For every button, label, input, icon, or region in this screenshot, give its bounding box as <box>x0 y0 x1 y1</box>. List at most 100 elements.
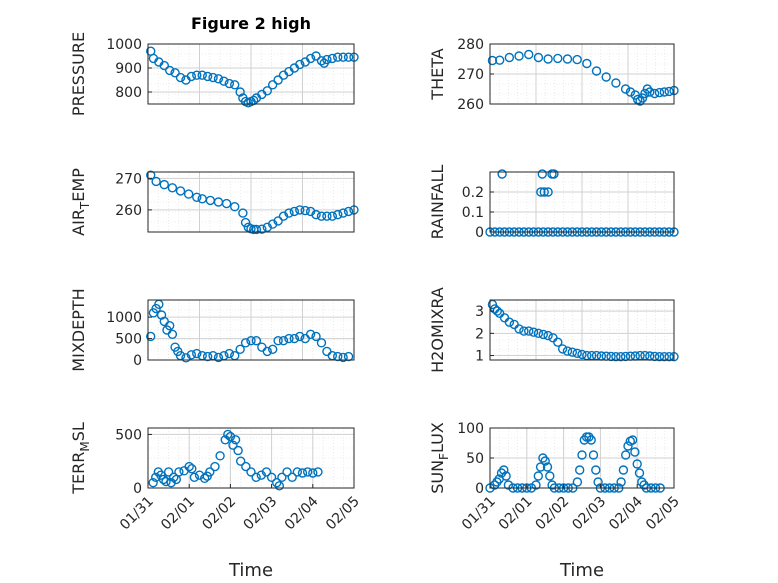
data-point <box>233 445 243 456</box>
data-point <box>295 205 305 215</box>
data-point <box>499 465 509 475</box>
data-point <box>540 456 550 466</box>
data-point <box>543 54 553 64</box>
y-axis-label: RAINFALL <box>428 165 447 240</box>
data-point <box>230 435 241 445</box>
data-point <box>545 471 555 481</box>
subplot-theta: 260 270 280 THETA <box>428 37 679 113</box>
data-point <box>343 206 354 217</box>
data-point <box>189 472 200 482</box>
data-point <box>654 351 665 362</box>
y-axis-label: THETA <box>428 48 447 100</box>
data-point <box>338 352 348 363</box>
data-point <box>572 477 583 487</box>
data-point <box>163 467 174 477</box>
data-point <box>549 169 559 179</box>
data-point <box>174 467 184 477</box>
data-point <box>305 329 316 339</box>
y-tick-label: 0 <box>475 481 484 497</box>
data-point <box>282 467 292 477</box>
data-point <box>224 78 235 89</box>
y-tick-label: 260 <box>115 203 142 219</box>
data-point <box>297 468 308 478</box>
data-point <box>230 202 240 212</box>
y-tick-label: 50 <box>466 451 484 467</box>
x-tick-label: 02/04 <box>606 493 646 533</box>
data-point <box>611 351 621 362</box>
data-point <box>543 187 553 197</box>
y-tick-label: 280 <box>457 37 484 53</box>
data-point <box>313 467 323 477</box>
data-point <box>289 333 300 344</box>
axes-box <box>489 171 675 233</box>
y-tick-label: 900 <box>115 61 142 77</box>
data-point <box>338 208 348 218</box>
data-point <box>591 66 602 76</box>
y-tick-label: 3 <box>475 304 484 320</box>
y-tick-label: 0 <box>133 353 142 369</box>
data-point <box>649 88 660 99</box>
data-point <box>192 70 202 80</box>
data-point <box>230 80 240 90</box>
data-point <box>537 169 547 179</box>
subplot-terr-msl: 0 500 01/31 02/01 02/02 02/03 02/04 02/05 Time TE… <box>69 422 363 581</box>
y-tick-label: 1 <box>475 349 484 365</box>
axes-box <box>147 171 355 233</box>
data-point <box>311 209 321 220</box>
data-point <box>487 55 498 66</box>
subplot-h2omixra: 1 2 3 H2OMIXRA <box>428 287 679 373</box>
data-point <box>235 344 245 354</box>
data-point <box>333 351 343 362</box>
data-point <box>146 170 156 180</box>
data-point <box>175 186 186 196</box>
data-point <box>257 224 267 234</box>
subplot-air-temp: 260 270 AIRTEMP <box>69 168 359 236</box>
data-point <box>343 351 354 362</box>
data-point <box>278 336 289 346</box>
data-point <box>308 468 318 478</box>
data-point <box>240 217 251 228</box>
data-point <box>494 308 505 319</box>
x-tick-label: 01/31 <box>459 494 499 534</box>
data-point <box>213 197 224 207</box>
data-point <box>305 53 316 64</box>
data-point <box>528 327 539 337</box>
data-point <box>577 349 587 360</box>
data-point <box>533 52 544 63</box>
data-point <box>611 78 621 88</box>
data-point <box>553 53 563 64</box>
data-point <box>659 351 670 362</box>
data-point <box>235 456 246 466</box>
data-point <box>228 440 238 450</box>
data-point <box>316 56 327 66</box>
data-point <box>642 84 653 94</box>
data-point <box>262 346 272 357</box>
data-point <box>616 477 626 487</box>
data-point <box>187 464 197 474</box>
data-point <box>494 55 505 65</box>
figure-title: Figure 2 high <box>191 14 311 33</box>
data-point <box>257 342 267 352</box>
data-point <box>251 336 262 346</box>
y-tick-label: 500 <box>115 332 142 348</box>
data-point <box>601 72 611 82</box>
data-point <box>562 346 573 356</box>
y-axis-label: SUNFLUX <box>428 422 451 494</box>
data-point <box>213 352 224 363</box>
data-point <box>146 331 156 342</box>
data-point <box>533 471 543 481</box>
y-tick-label: 0 <box>475 225 484 241</box>
data-point <box>640 88 650 99</box>
data-point <box>202 71 213 82</box>
y-axis-label: AIRTEMP <box>69 168 92 236</box>
data-point <box>266 472 277 482</box>
data-point <box>327 211 338 221</box>
data-point <box>524 326 534 336</box>
axes-box <box>147 43 355 105</box>
data-point <box>654 87 665 98</box>
data-point <box>543 330 553 341</box>
y-tick-label: 0.1 <box>462 205 484 221</box>
data-point <box>333 52 343 62</box>
x-tick-label: 02/03 <box>569 494 609 534</box>
data-point <box>616 351 626 362</box>
